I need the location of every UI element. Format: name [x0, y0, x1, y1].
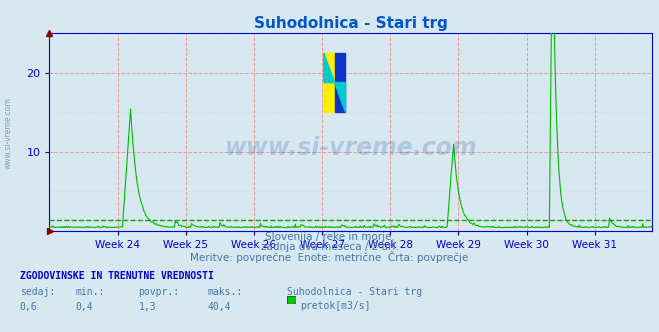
Text: Meritve: povprečne  Enote: metrične  Črta: povprečje: Meritve: povprečne Enote: metrične Črta:…	[190, 251, 469, 263]
Polygon shape	[335, 83, 345, 112]
Text: sedaj:: sedaj:	[20, 287, 55, 296]
Text: 0,6: 0,6	[20, 302, 38, 312]
Polygon shape	[324, 53, 335, 83]
Text: www.si-vreme.com: www.si-vreme.com	[3, 97, 13, 169]
Text: min.:: min.:	[76, 287, 105, 296]
Bar	[335, 53, 345, 112]
Text: 1,3: 1,3	[138, 302, 156, 312]
Text: www.si-vreme.com: www.si-vreme.com	[225, 136, 477, 160]
Text: pretok[m3/s]: pretok[m3/s]	[300, 301, 370, 311]
Text: ZGODOVINSKE IN TRENUTNE VREDNOSTI: ZGODOVINSKE IN TRENUTNE VREDNOSTI	[20, 271, 214, 281]
Text: Suhodolnica - Stari trg: Suhodolnica - Stari trg	[287, 287, 422, 296]
Text: 40,4: 40,4	[208, 302, 231, 312]
Text: 0,4: 0,4	[76, 302, 94, 312]
Text: maks.:: maks.:	[208, 287, 243, 296]
Title: Suhodolnica - Stari trg: Suhodolnica - Stari trg	[254, 16, 448, 31]
Text: Slovenija / reke in morje.: Slovenija / reke in morje.	[264, 232, 395, 242]
Text: povpr.:: povpr.:	[138, 287, 179, 296]
Bar	[324, 53, 335, 112]
Text: zadnja dva meseca / 2 uri.: zadnja dva meseca / 2 uri.	[260, 242, 399, 252]
